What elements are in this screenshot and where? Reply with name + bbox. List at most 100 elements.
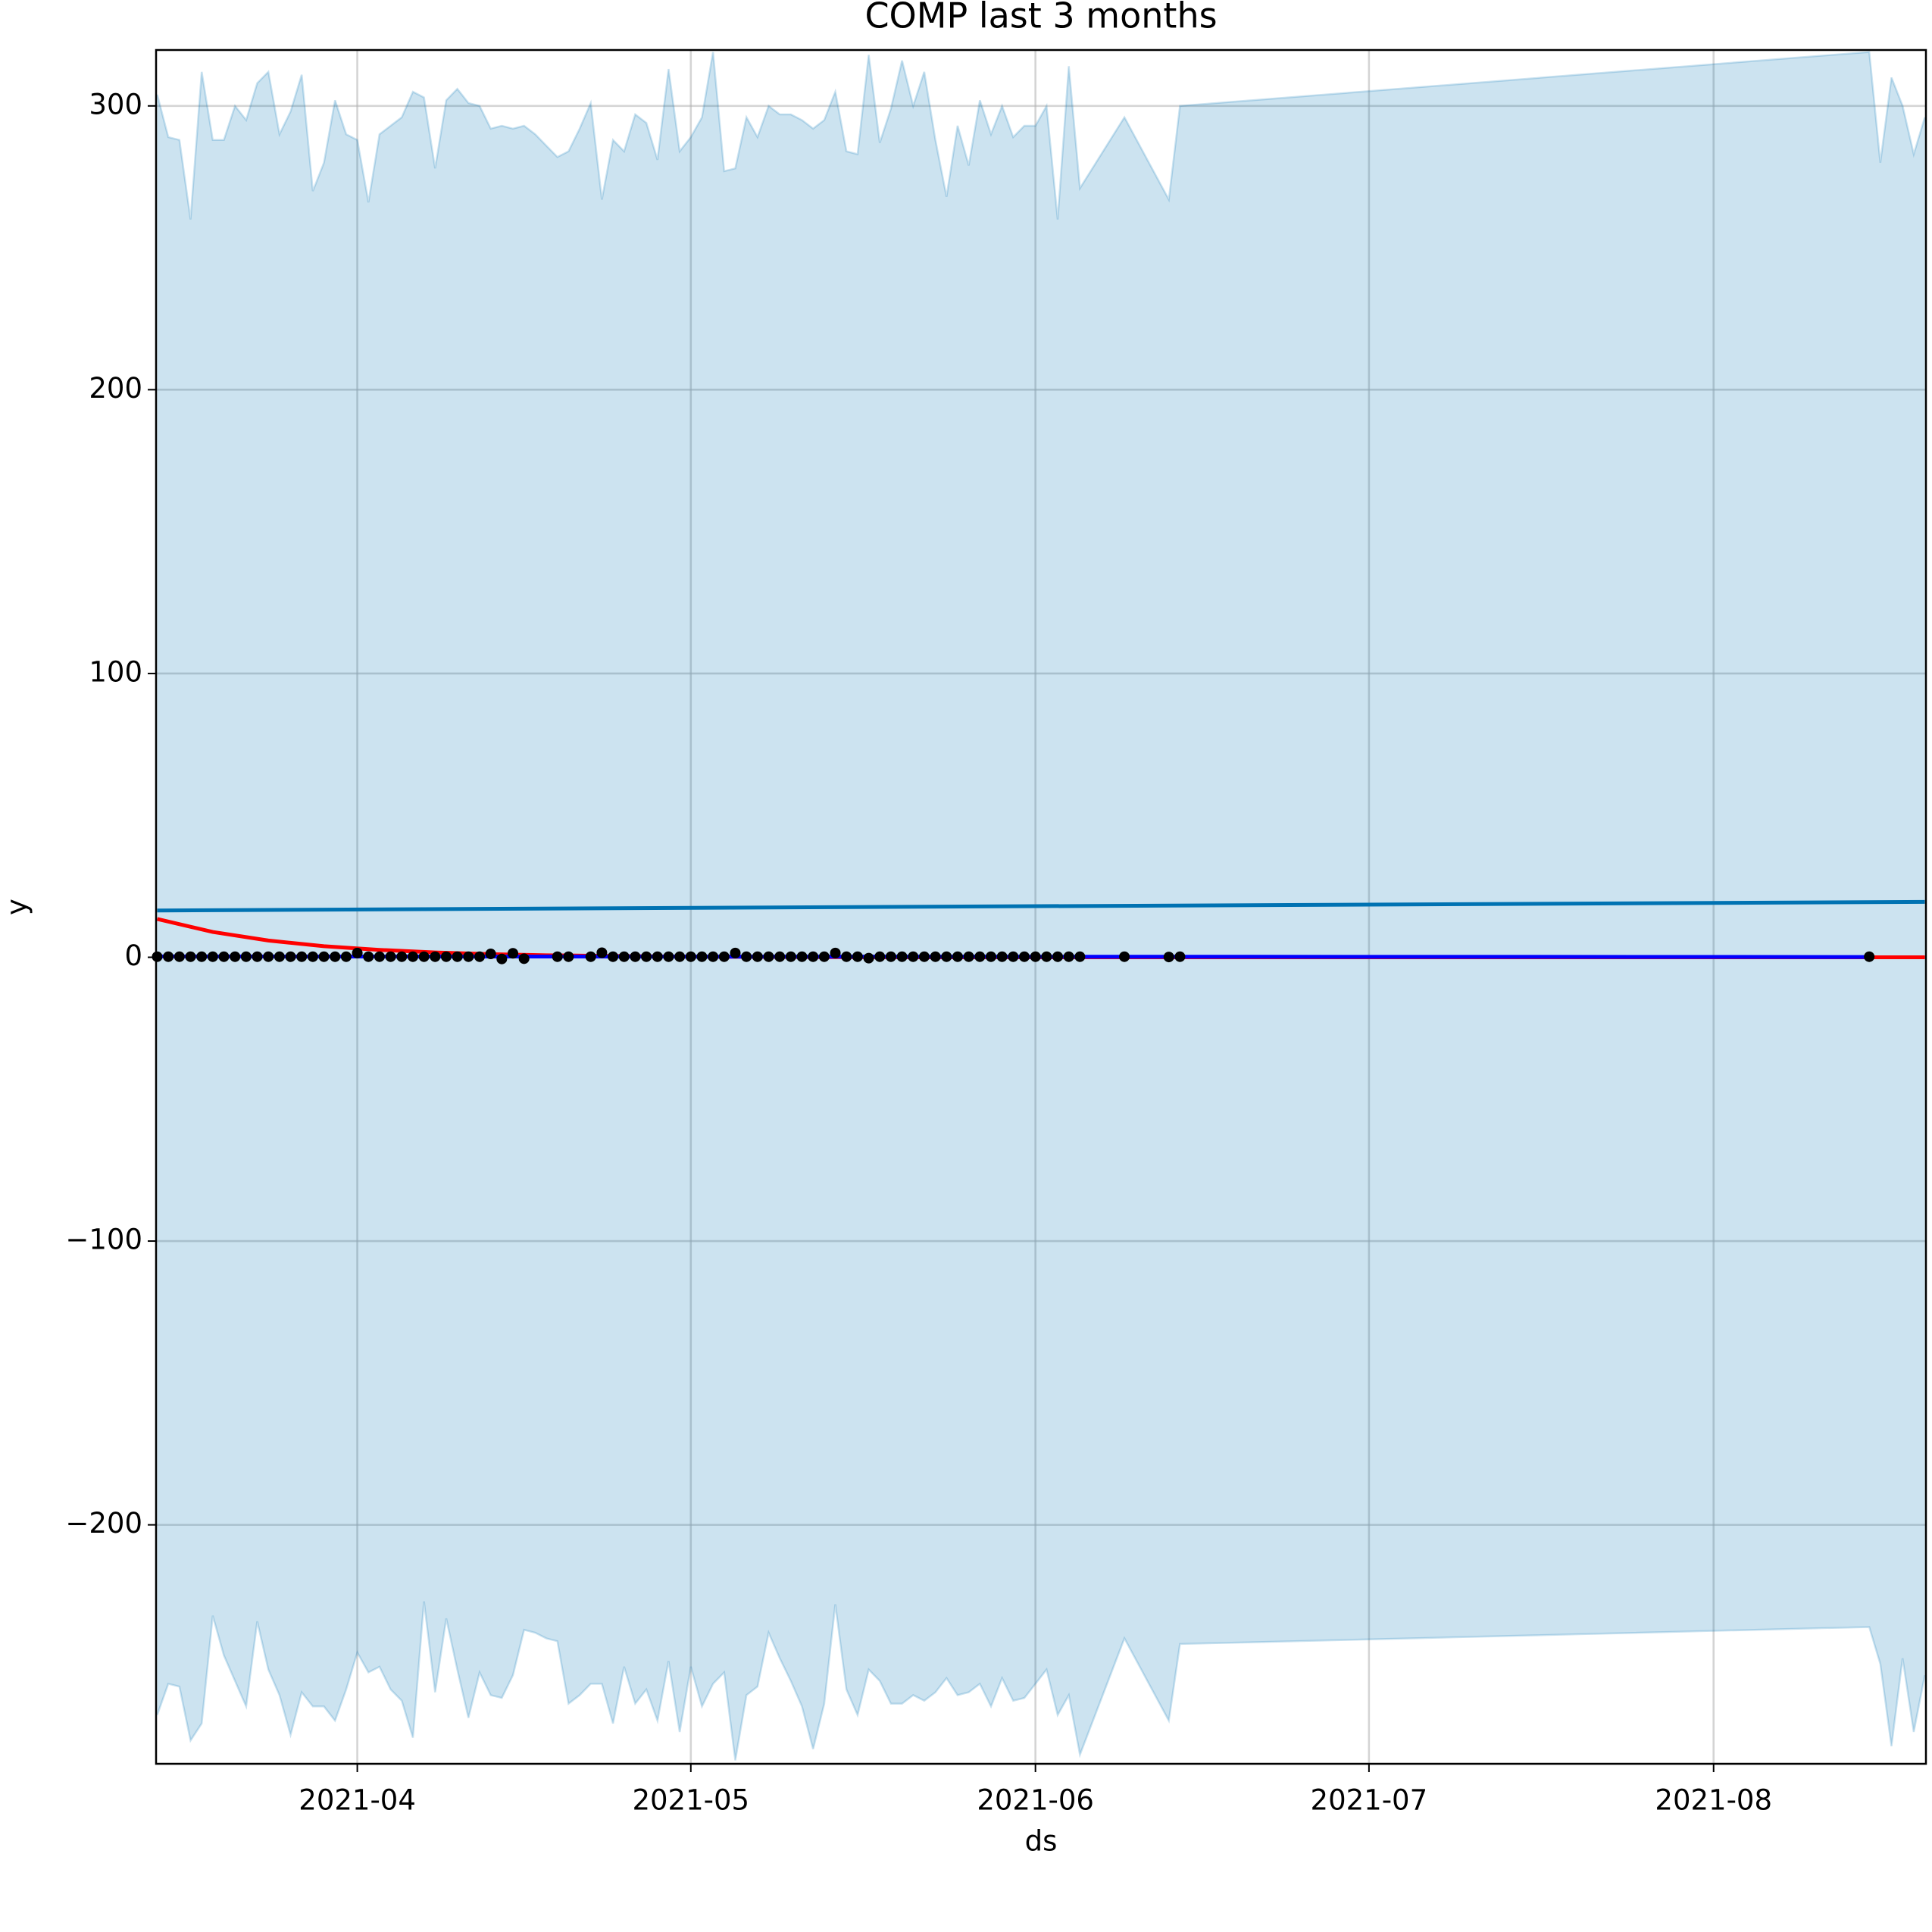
data-point	[463, 951, 474, 962]
data-point	[641, 951, 652, 962]
data-point	[285, 951, 296, 962]
data-point	[1008, 951, 1019, 962]
data-point	[974, 951, 986, 962]
data-point	[263, 951, 274, 962]
data-point	[230, 951, 241, 962]
data-point	[885, 951, 896, 962]
data-point	[518, 953, 530, 964]
y-tick-label: 0	[124, 939, 142, 972]
y-tick-label: 200	[89, 372, 142, 405]
data-point	[485, 948, 496, 959]
data-point	[741, 951, 752, 962]
data-point	[1163, 952, 1174, 963]
y-tick-label: 300	[89, 88, 142, 120]
data-point	[874, 951, 886, 962]
y-tick-label: −100	[65, 1224, 142, 1256]
data-point	[985, 951, 996, 962]
data-point	[396, 951, 408, 962]
data-point	[896, 951, 908, 962]
data-point	[496, 953, 508, 964]
data-point	[618, 951, 630, 962]
y-tick-label: −200	[65, 1507, 142, 1540]
data-point	[663, 951, 674, 962]
data-point	[696, 951, 708, 962]
line	[157, 899, 1925, 913]
data-point	[730, 947, 741, 958]
data-point	[352, 947, 363, 958]
data-point	[563, 951, 574, 962]
data-point	[808, 951, 819, 962]
data-point	[1864, 951, 1875, 962]
data-point	[418, 951, 430, 962]
data-point	[774, 951, 786, 962]
x-tick-label: 2021-06	[977, 1784, 1094, 1817]
data-point	[474, 951, 485, 962]
y-axis-label: y	[1, 899, 33, 915]
data-point	[252, 951, 263, 962]
data-point	[163, 951, 174, 962]
data-point	[818, 951, 830, 962]
data-point	[440, 951, 452, 962]
data-point	[685, 951, 696, 962]
data-point	[930, 951, 941, 962]
data-point	[952, 951, 963, 962]
y-tick-label: 100	[89, 655, 142, 688]
data-point	[174, 951, 185, 962]
data-point	[596, 947, 608, 958]
data-point	[407, 951, 418, 962]
x-tick-label: 2021-07	[1311, 1784, 1428, 1817]
data-point	[374, 951, 385, 962]
x-axis-label: ds	[1025, 1825, 1058, 1858]
data-point	[218, 951, 230, 962]
data-point	[708, 951, 719, 962]
data-point	[608, 951, 619, 962]
data-point	[452, 951, 463, 962]
plot-frame	[155, 48, 1927, 1765]
data-point	[796, 951, 808, 962]
data-point	[752, 951, 763, 962]
data-point	[307, 951, 318, 962]
data-point	[152, 951, 163, 962]
data-point	[908, 951, 919, 962]
data-point	[763, 951, 774, 962]
data-point	[1074, 951, 1086, 962]
data-point	[718, 951, 730, 962]
data-point	[296, 951, 308, 962]
data-point	[1174, 951, 1186, 962]
x-tick-label: 2021-08	[1655, 1784, 1772, 1817]
data-point	[318, 951, 330, 962]
chart-title: COMP last 3 months	[864, 0, 1217, 36]
data-point	[852, 951, 863, 962]
data-point	[1052, 951, 1064, 962]
data-point	[674, 951, 686, 962]
data-point	[996, 951, 1008, 962]
data-point	[196, 951, 208, 962]
data-point	[330, 951, 341, 962]
x-tick-label: 2021-05	[632, 1784, 749, 1817]
band-upper-edge	[156, 51, 1926, 220]
data-point	[207, 951, 218, 962]
data-point	[185, 951, 196, 962]
data-point	[1030, 951, 1041, 962]
data-point	[552, 951, 563, 962]
data-point	[1018, 951, 1030, 962]
band-lower-edge	[156, 1601, 1926, 1761]
data-point	[1063, 951, 1074, 962]
data-point	[430, 951, 441, 962]
data-point	[785, 951, 796, 962]
data-point	[508, 948, 519, 959]
data-point	[630, 951, 641, 962]
data-point	[274, 951, 285, 962]
data-point	[963, 951, 974, 962]
data-point	[1041, 951, 1052, 962]
data-point	[918, 951, 930, 962]
data-point	[652, 951, 663, 962]
data-point	[385, 951, 396, 962]
data-point	[585, 951, 596, 962]
data-point	[1119, 951, 1130, 962]
x-tick-label: 2021-04	[299, 1784, 416, 1817]
data-point	[363, 951, 374, 962]
data-point	[240, 951, 252, 962]
